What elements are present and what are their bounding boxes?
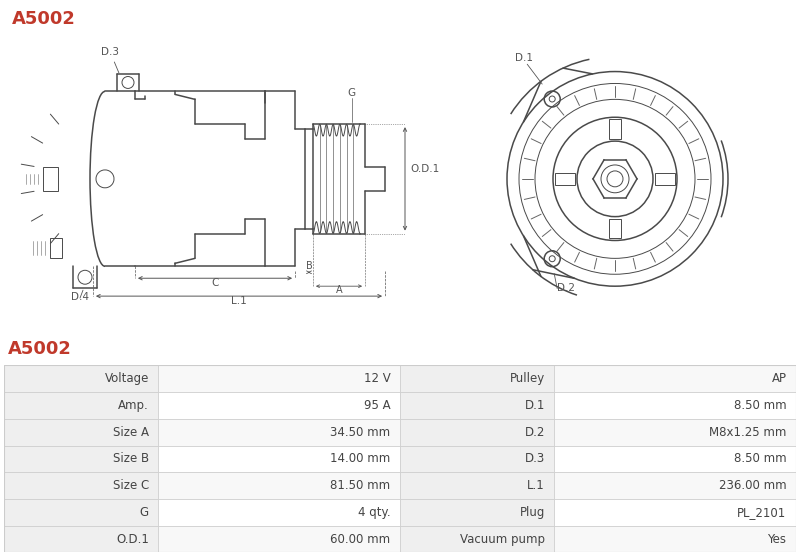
Text: 8.50 mm: 8.50 mm (734, 399, 786, 412)
Text: B: B (306, 261, 312, 271)
Bar (400, 419, 554, 446)
Bar (4, 526, 158, 552)
Text: M8x1.25 mm: M8x1.25 mm (709, 426, 786, 439)
Bar (4, 499, 158, 526)
Text: Size A: Size A (113, 426, 149, 439)
Bar (554, 365, 796, 392)
Bar (400, 472, 554, 499)
Text: D.2: D.2 (558, 282, 575, 292)
Bar (400, 526, 554, 552)
Bar (554, 526, 796, 552)
Bar (4, 446, 158, 472)
Bar (400, 392, 554, 419)
Bar (400, 365, 554, 392)
Text: L.1: L.1 (231, 296, 247, 306)
Bar (554, 499, 796, 526)
Text: 14.00 mm: 14.00 mm (330, 453, 390, 465)
Bar (4, 365, 158, 392)
Bar (400, 499, 554, 526)
Text: Pulley: Pulley (510, 372, 545, 386)
Text: 4 qty.: 4 qty. (358, 506, 390, 519)
Text: 236.00 mm: 236.00 mm (719, 479, 786, 492)
Text: PL_2101: PL_2101 (738, 506, 786, 519)
Text: D.3: D.3 (525, 453, 545, 465)
Text: G: G (347, 88, 355, 98)
Bar (158, 446, 400, 472)
Text: Voltage: Voltage (105, 372, 149, 386)
Text: O.D.1: O.D.1 (116, 532, 149, 546)
Text: Plug: Plug (519, 506, 545, 519)
Bar (4, 472, 158, 499)
Text: D.4: D.4 (71, 292, 89, 302)
Bar (50, 238, 62, 258)
Text: 34.50 mm: 34.50 mm (330, 426, 390, 439)
Bar (400, 446, 554, 472)
Bar (554, 419, 796, 446)
Bar (158, 392, 400, 419)
Text: 8.50 mm: 8.50 mm (734, 453, 786, 465)
Bar (43, 167, 58, 191)
Bar (554, 446, 796, 472)
Text: O.D.1: O.D.1 (410, 164, 439, 174)
Bar (4, 419, 158, 446)
Text: AP: AP (771, 372, 786, 386)
Text: A: A (336, 285, 342, 295)
Text: D.2: D.2 (525, 426, 545, 439)
Text: 60.00 mm: 60.00 mm (330, 532, 390, 546)
Bar (554, 472, 796, 499)
Bar (4, 392, 158, 419)
Text: Size B: Size B (113, 453, 149, 465)
Bar (158, 419, 400, 446)
Text: Yes: Yes (767, 532, 786, 546)
Bar (158, 499, 400, 526)
Bar (158, 365, 400, 392)
Text: D.1: D.1 (515, 53, 534, 63)
Text: A5002: A5002 (8, 340, 72, 358)
Text: L.1: L.1 (527, 479, 545, 492)
Text: C: C (211, 278, 218, 288)
Bar (554, 392, 796, 419)
Text: 95 A: 95 A (364, 399, 390, 412)
Text: Amp.: Amp. (118, 399, 149, 412)
Text: Vacuum pump: Vacuum pump (460, 532, 545, 546)
Text: Size C: Size C (113, 479, 149, 492)
Text: 12 V: 12 V (364, 372, 390, 386)
Text: A5002: A5002 (12, 10, 76, 28)
Text: D.3: D.3 (101, 47, 119, 73)
Bar (158, 472, 400, 499)
Text: 81.50 mm: 81.50 mm (330, 479, 390, 492)
Bar (158, 526, 400, 552)
Text: D.1: D.1 (525, 399, 545, 412)
Text: G: G (140, 506, 149, 519)
